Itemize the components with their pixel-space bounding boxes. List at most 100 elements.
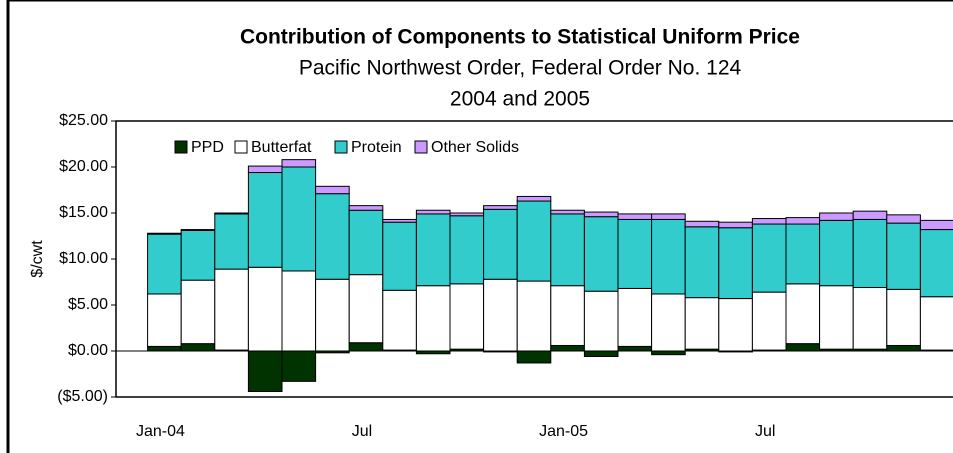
- bar-segment: [315, 185, 350, 195]
- bar-segment: [583, 216, 619, 292]
- bar-segment: [281, 159, 317, 168]
- bar-segment: [819, 219, 854, 287]
- x-tick-label: Jul: [352, 423, 372, 440]
- chart-subtitle: 2004 and 2005: [450, 88, 590, 111]
- bar-segment: [583, 290, 619, 352]
- y-tick-label: $0.00: [68, 342, 108, 359]
- x-tick-label: Jul: [755, 423, 775, 440]
- bar-segment: [147, 233, 182, 295]
- bar-segment: [651, 293, 686, 352]
- bar-segment: [449, 215, 485, 285]
- bar-segment: [147, 293, 182, 347]
- bar-segment: [751, 291, 787, 351]
- bar-segment: [751, 218, 787, 225]
- bar-segment: [651, 218, 686, 295]
- bar-segment: [449, 212, 485, 217]
- bar-segment: [348, 205, 384, 211]
- bar-segment: [315, 278, 350, 352]
- bar-segment: [348, 209, 384, 276]
- bar-segment: [483, 205, 518, 210]
- bar-segment: [919, 229, 953, 298]
- bar-segment: [247, 350, 283, 392]
- bar-segment: [651, 350, 686, 356]
- bar-segment: [718, 227, 753, 300]
- bar-segment: [247, 266, 283, 352]
- frame: [6, 0, 953, 453]
- bar-segment: [214, 213, 249, 270]
- legend-label: Protein: [351, 139, 402, 156]
- bar-segment: [281, 270, 317, 352]
- bar-segment: [516, 195, 552, 202]
- bar-segment: [617, 287, 653, 347]
- bar-segment: [449, 283, 485, 350]
- bar-segment: [617, 218, 653, 289]
- y-tick-label: ($5.00): [57, 388, 108, 405]
- bar-segment: [281, 350, 317, 382]
- bar-segment: [718, 221, 753, 229]
- bar-segment: [348, 274, 384, 344]
- chart-title: Contribution of Components to Statistica…: [240, 26, 800, 49]
- bar-segment: [583, 350, 619, 358]
- bar-segment: [147, 232, 182, 235]
- legend-label: PPD: [191, 139, 224, 156]
- bar-segment: [382, 221, 417, 291]
- bar-segment: [550, 344, 585, 352]
- bar-segment: [415, 213, 451, 287]
- bar-segment: [718, 298, 753, 352]
- bar-segment: [247, 165, 283, 174]
- chart-subtitle: Pacific Northwest Order, Federal Order N…: [299, 57, 742, 80]
- bar-segment: [651, 213, 686, 220]
- legend-swatch: [234, 140, 248, 154]
- bar-segment: [180, 229, 216, 231]
- bar-segment: [483, 278, 518, 352]
- x-tick-label: Jan-04: [136, 423, 185, 440]
- bar-segment: [281, 166, 317, 272]
- bar-segment: [852, 287, 888, 350]
- bar-segment: [214, 212, 249, 215]
- bar-segment: [617, 213, 653, 220]
- bar-segment: [315, 193, 350, 280]
- bar-segment: [483, 208, 518, 280]
- bar-segment: [852, 210, 888, 220]
- x-tick-label: Jan-05: [539, 423, 588, 440]
- bar-segment: [785, 343, 821, 352]
- y-tick-label: $15.00: [59, 204, 108, 221]
- bar-segment: [214, 268, 249, 351]
- bar-segment: [886, 344, 921, 352]
- bar-segment: [180, 229, 216, 281]
- bar-segment: [886, 222, 921, 290]
- bar-segment: [550, 209, 585, 215]
- bar-segment: [785, 217, 821, 225]
- bar-segment: [819, 212, 854, 221]
- bar-segment: [516, 350, 552, 364]
- bar-segment: [180, 279, 216, 345]
- bar-segment: [785, 283, 821, 345]
- bar-segment: [684, 297, 720, 350]
- bar-segment: [617, 345, 653, 352]
- bar-segment: [348, 342, 384, 352]
- bar-segment: [819, 285, 854, 350]
- bar-segment: [415, 209, 451, 215]
- bar-segment: [852, 218, 888, 289]
- legend-label: Other Solids: [431, 139, 519, 156]
- legend-swatch: [414, 140, 428, 154]
- bar-segment: [516, 280, 552, 352]
- bar-segment: [751, 223, 787, 293]
- bar-segment: [247, 172, 283, 268]
- legend-swatch: [174, 140, 188, 154]
- bar-segment: [684, 226, 720, 299]
- legend-label: Butterfat: [251, 139, 312, 156]
- y-tick-label: $25.00: [59, 112, 108, 129]
- y-tick-label: $10.00: [59, 250, 108, 267]
- bar-segment: [516, 200, 552, 282]
- y-tick-label: $5.00: [68, 296, 108, 313]
- bar-segment: [382, 289, 417, 351]
- bar-segment: [583, 211, 619, 218]
- bar-segment: [919, 219, 953, 231]
- bar-segment: [886, 214, 921, 224]
- bar-segment: [919, 296, 953, 351]
- bar-segment: [180, 343, 216, 352]
- bar-segment: [684, 220, 720, 228]
- bar-segment: [415, 285, 451, 352]
